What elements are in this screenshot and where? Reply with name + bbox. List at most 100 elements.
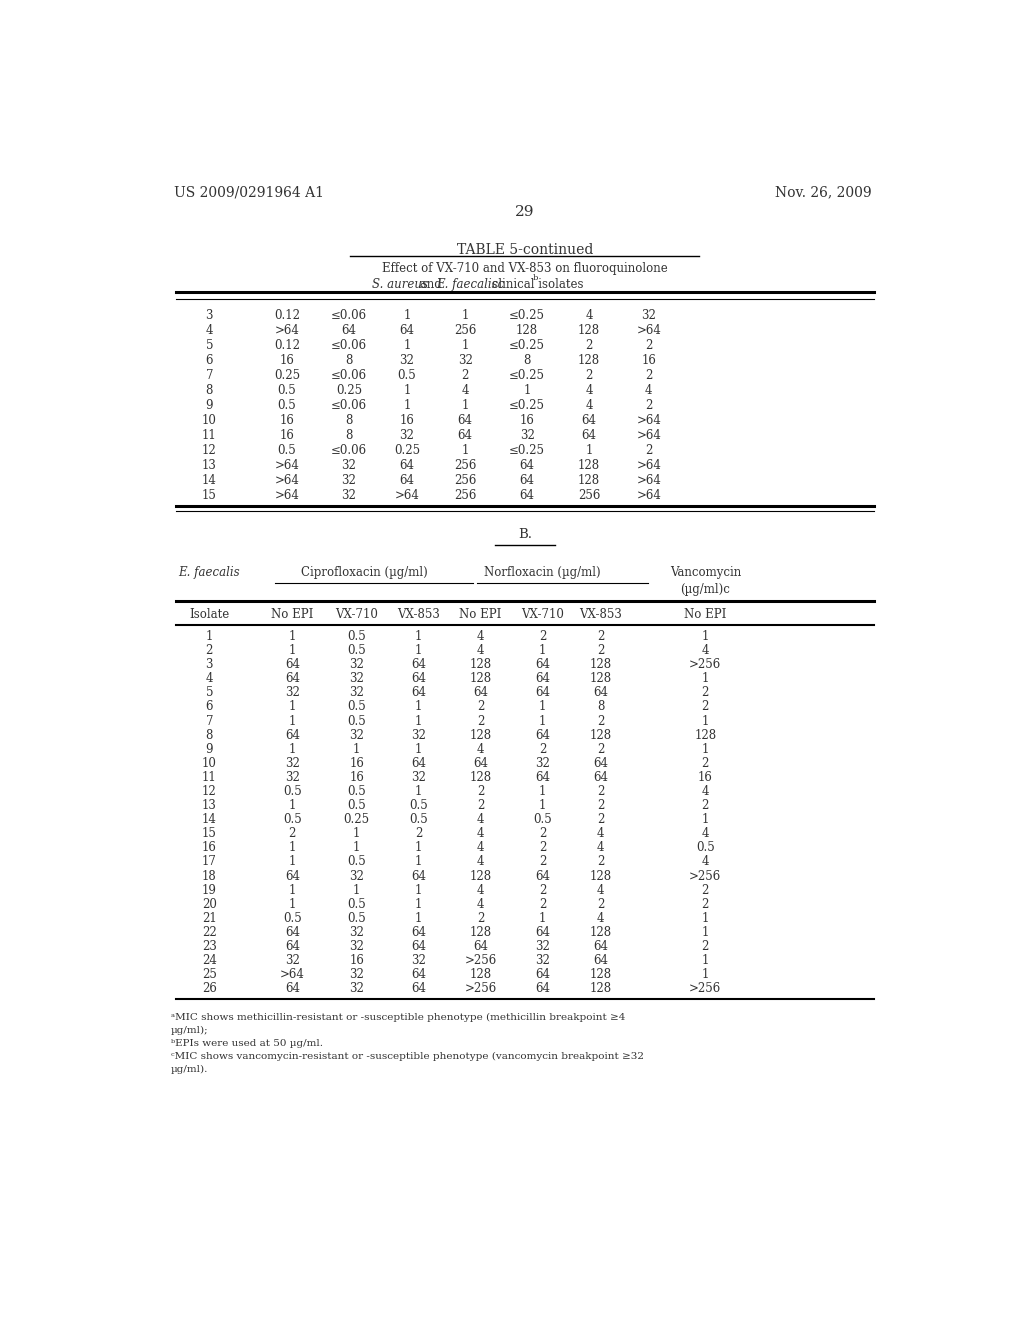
Text: 4: 4 [701,644,710,657]
Text: >64: >64 [636,323,662,337]
Text: 2: 2 [597,630,604,643]
Text: 128: 128 [470,925,492,939]
Text: 1: 1 [289,898,296,911]
Text: 2: 2 [539,630,547,643]
Text: 12: 12 [202,444,217,457]
Text: >64: >64 [636,459,662,471]
Text: 64: 64 [458,413,473,426]
Text: 11: 11 [202,429,217,442]
Text: 18: 18 [202,870,217,883]
Text: No EPI: No EPI [271,609,313,622]
Text: 2: 2 [645,399,652,412]
Text: 64: 64 [411,925,426,939]
Text: 128: 128 [579,459,600,471]
Text: 1: 1 [403,309,411,322]
Text: 0.25: 0.25 [394,444,420,457]
Text: 2: 2 [586,339,593,351]
Text: >64: >64 [636,429,662,442]
Text: 0.5: 0.5 [696,841,715,854]
Text: >64: >64 [280,968,305,981]
Text: 64: 64 [411,659,426,671]
Text: 7: 7 [206,368,213,381]
Text: 1: 1 [289,883,296,896]
Text: 1: 1 [289,799,296,812]
Text: 4: 4 [597,841,604,854]
Text: 64: 64 [536,686,550,700]
Text: 32: 32 [536,954,550,968]
Text: 16: 16 [641,354,656,367]
Text: 32: 32 [349,729,365,742]
Text: 2: 2 [477,714,484,727]
Text: 2: 2 [701,701,709,714]
Text: 128: 128 [590,968,611,981]
Text: 1: 1 [353,883,360,896]
Text: 9: 9 [206,399,213,412]
Text: 15: 15 [202,488,217,502]
Text: 4: 4 [586,399,593,412]
Text: 32: 32 [349,968,365,981]
Text: 256: 256 [454,488,476,502]
Text: 0.5: 0.5 [410,799,428,812]
Text: 64: 64 [536,968,550,981]
Text: Ciprofloxacin (µg/ml): Ciprofloxacin (µg/ml) [301,566,428,579]
Text: 32: 32 [341,488,356,502]
Text: 1: 1 [462,339,469,351]
Text: 4: 4 [206,672,213,685]
Text: 15: 15 [202,828,217,841]
Text: 0.5: 0.5 [283,785,302,799]
Text: 256: 256 [454,474,476,487]
Text: 0.5: 0.5 [347,912,366,925]
Text: 4: 4 [477,644,484,657]
Text: 1: 1 [206,630,213,643]
Text: 5: 5 [206,339,213,351]
Text: 0.5: 0.5 [397,368,417,381]
Text: 128: 128 [579,323,600,337]
Text: 4: 4 [477,828,484,841]
Text: E. faecalis: E. faecalis [178,566,241,579]
Text: >256: >256 [465,954,497,968]
Text: 0.5: 0.5 [347,785,366,799]
Text: 4: 4 [701,855,710,869]
Text: 2: 2 [597,855,604,869]
Text: 1: 1 [701,743,709,756]
Text: 16: 16 [202,841,217,854]
Text: 16: 16 [280,413,294,426]
Text: 64: 64 [458,429,473,442]
Text: 20: 20 [202,898,217,911]
Text: 21: 21 [202,912,217,925]
Text: 2: 2 [597,644,604,657]
Text: 32: 32 [399,354,415,367]
Text: 2: 2 [597,799,604,812]
Text: 1: 1 [415,883,422,896]
Text: 23: 23 [202,940,217,953]
Text: 4: 4 [477,743,484,756]
Text: US 2009/0291964 A1: US 2009/0291964 A1 [174,185,325,199]
Text: 64: 64 [411,672,426,685]
Text: 0.5: 0.5 [347,799,366,812]
Text: 32: 32 [349,659,365,671]
Text: 128: 128 [590,982,611,995]
Text: 1: 1 [523,384,530,396]
Text: 1: 1 [415,630,422,643]
Text: 64: 64 [285,925,300,939]
Text: 8: 8 [597,701,604,714]
Text: 32: 32 [341,474,356,487]
Text: >64: >64 [636,413,662,426]
Text: 2: 2 [645,368,652,381]
Text: 1: 1 [415,701,422,714]
Text: 2: 2 [539,743,547,756]
Text: 2: 2 [462,368,469,381]
Text: ᵇEPIs were used at 50 µg/ml.: ᵇEPIs were used at 50 µg/ml. [171,1039,323,1048]
Text: 10: 10 [202,413,217,426]
Text: 4: 4 [477,841,484,854]
Text: 29: 29 [515,205,535,219]
Text: >64: >64 [636,474,662,487]
Text: 1: 1 [701,912,709,925]
Text: 32: 32 [349,686,365,700]
Text: 3: 3 [206,309,213,322]
Text: 3: 3 [206,659,213,671]
Text: 0.25: 0.25 [336,384,361,396]
Text: 16: 16 [399,413,415,426]
Text: 64: 64 [593,686,608,700]
Text: 4: 4 [477,813,484,826]
